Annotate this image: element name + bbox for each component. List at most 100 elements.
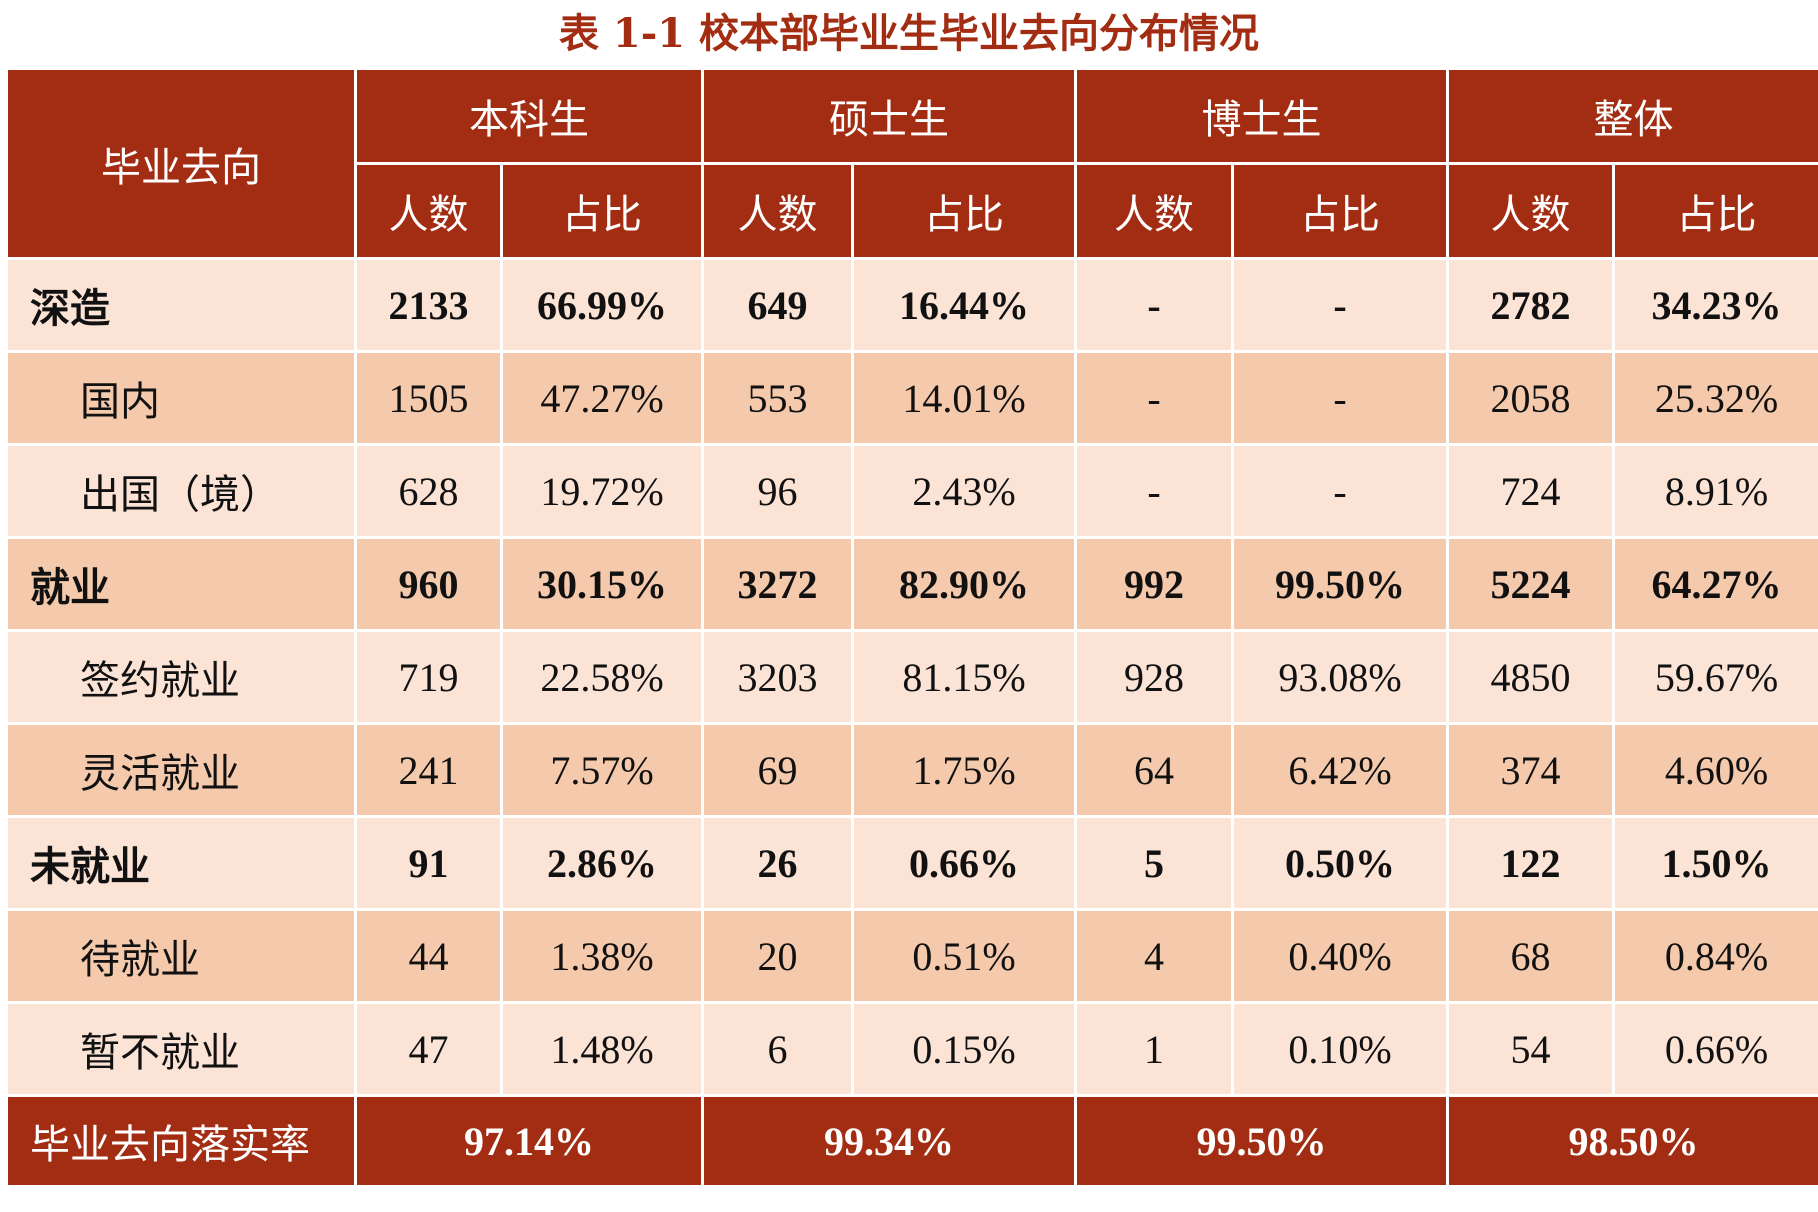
count-cell: 69	[701, 722, 854, 818]
ratio-cell: 47.27%	[500, 350, 704, 446]
ratio-cell: 7.57%	[500, 722, 704, 818]
count-cell: 68	[1446, 908, 1615, 1004]
count-cell: 96	[701, 443, 854, 539]
ratio-cell: 30.15%	[500, 536, 704, 632]
count-header: 人数	[1446, 162, 1615, 260]
count-cell: 3272	[701, 536, 854, 632]
ratio-cell: 0.66%	[1612, 1001, 1818, 1097]
ratio-cell: 14.01%	[851, 350, 1077, 446]
count-cell: 54	[1446, 1001, 1615, 1097]
group-header-overall: 整体	[1446, 67, 1818, 165]
row-label: 出国（境）	[5, 443, 357, 539]
graduate-destination-table: 毕业去向 本科生 硕士生 博士生 整体 人数 占比 人数 占比 人数 占比 人数 占比 深造 2…	[5, 67, 1818, 1188]
row-label: 待就业	[5, 908, 357, 1004]
placement-rate-cell: 99.50%	[1074, 1094, 1449, 1188]
count-cell: 241	[354, 722, 503, 818]
ratio-cell: 82.90%	[851, 536, 1077, 632]
count-cell: 122	[1446, 815, 1615, 911]
ratio-cell: 1.75%	[851, 722, 1077, 818]
count-cell: 1	[1074, 1001, 1234, 1097]
count-cell: 4	[1074, 908, 1234, 1004]
ratio-cell: 1.48%	[500, 1001, 704, 1097]
ratio-cell: -	[1231, 257, 1449, 353]
placement-rate-cell: 99.34%	[701, 1094, 1077, 1188]
ratio-cell: 19.72%	[500, 443, 704, 539]
count-cell: 628	[354, 443, 503, 539]
ratio-cell: 16.44%	[851, 257, 1077, 353]
count-cell: 91	[354, 815, 503, 911]
ratio-header: 占比	[500, 162, 704, 260]
count-cell: 719	[354, 629, 503, 725]
ratio-cell: 34.23%	[1612, 257, 1818, 353]
ratio-cell: 0.50%	[1231, 815, 1449, 911]
count-header: 人数	[701, 162, 854, 260]
count-cell: 4850	[1446, 629, 1615, 725]
count-header: 人数	[354, 162, 503, 260]
count-cell: 724	[1446, 443, 1615, 539]
count-header: 人数	[1074, 162, 1234, 260]
group-header-doctor: 博士生	[1074, 67, 1449, 165]
row-label: 深造	[5, 257, 357, 353]
row-label-header: 毕业去向	[5, 67, 357, 260]
count-cell: 992	[1074, 536, 1234, 632]
table-row: 待就业 44 1.38% 20 0.51% 4 0.40% 68 0.84%	[5, 908, 1818, 1004]
count-cell: -	[1074, 257, 1234, 353]
ratio-cell: 0.40%	[1231, 908, 1449, 1004]
count-cell: 3203	[701, 629, 854, 725]
ratio-cell: 1.38%	[500, 908, 704, 1004]
table-row: 灵活就业 241 7.57% 69 1.75% 64 6.42% 374 4.60%	[5, 722, 1818, 818]
count-cell: -	[1074, 350, 1234, 446]
ratio-cell: 6.42%	[1231, 722, 1449, 818]
ratio-cell: 0.51%	[851, 908, 1077, 1004]
table-title: 表 1-1 校本部毕业生毕业去向分布情况	[558, 10, 1260, 57]
footer-label: 毕业去向落实率	[5, 1094, 357, 1188]
count-cell: 2782	[1446, 257, 1615, 353]
ratio-cell: -	[1231, 350, 1449, 446]
count-cell: 2133	[354, 257, 503, 353]
ratio-cell: 22.58%	[500, 629, 704, 725]
placement-rate-cell: 97.14%	[354, 1094, 704, 1188]
table-row: 出国（境） 628 19.72% 96 2.43% - -724 8.91%	[5, 443, 1818, 539]
count-cell: 5224	[1446, 536, 1615, 632]
ratio-cell: 25.32%	[1612, 350, 1818, 446]
ratio-cell: 66.99%	[500, 257, 704, 353]
count-cell: 649	[701, 257, 854, 353]
table-row: 就业 960 30.15% 3272 82.90% 992 99.50% 5224 64.27%	[5, 536, 1818, 632]
row-label: 未就业	[5, 815, 357, 911]
count-cell: 6	[701, 1001, 854, 1097]
count-cell: 553	[701, 350, 854, 446]
row-label: 暂不就业	[5, 1001, 357, 1097]
ratio-cell: 0.15%	[851, 1001, 1077, 1097]
count-cell: -	[1074, 443, 1234, 539]
ratio-cell: 1.50%	[1612, 815, 1818, 911]
row-label: 灵活就业	[5, 722, 357, 818]
footer-row: 毕业去向落实率 97.14% 99.34% 99.50% 98.50%	[5, 1094, 1818, 1188]
count-cell: 64	[1074, 722, 1234, 818]
ratio-cell: 2.43%	[851, 443, 1077, 539]
table-row: 未就业 91 2.86% 26 0.66% 5 0.50% 122 1.50%	[5, 815, 1818, 911]
count-cell: 26	[701, 815, 854, 911]
group-header-master: 硕士生	[701, 67, 1077, 165]
count-cell: 2058	[1446, 350, 1615, 446]
ratio-cell: 2.86%	[500, 815, 704, 911]
ratio-cell: -	[1231, 443, 1449, 539]
table-row: 暂不就业 47 1.48% 6 0.15% 1 0.10% 54 0.66%	[5, 1001, 1818, 1097]
count-cell: 1505	[354, 350, 503, 446]
ratio-cell: 4.60%	[1612, 722, 1818, 818]
row-label: 签约就业	[5, 629, 357, 725]
table-row: 深造 2133 66.99% 649 16.44% - -2782 34.23%	[5, 257, 1818, 353]
table-row: 签约就业 719 22.58% 3203 81.15% 928 93.08% 4850 59.6…	[5, 629, 1818, 725]
placement-rate-cell: 98.50%	[1446, 1094, 1818, 1188]
ratio-header: 占比	[1231, 162, 1449, 260]
ratio-header: 占比	[1612, 162, 1818, 260]
ratio-cell: 64.27%	[1612, 536, 1818, 632]
table-row: 国内 1505 47.27% 553 14.01% - -2058 25.32%	[5, 350, 1818, 446]
ratio-header: 占比	[851, 162, 1077, 260]
group-header-undergrad: 本科生	[354, 67, 704, 165]
ratio-cell: 0.66%	[851, 815, 1077, 911]
count-cell: 47	[354, 1001, 503, 1097]
count-cell: 928	[1074, 629, 1234, 725]
ratio-cell: 59.67%	[1612, 629, 1818, 725]
ratio-cell: 8.91%	[1612, 443, 1818, 539]
ratio-cell: 81.15%	[851, 629, 1077, 725]
